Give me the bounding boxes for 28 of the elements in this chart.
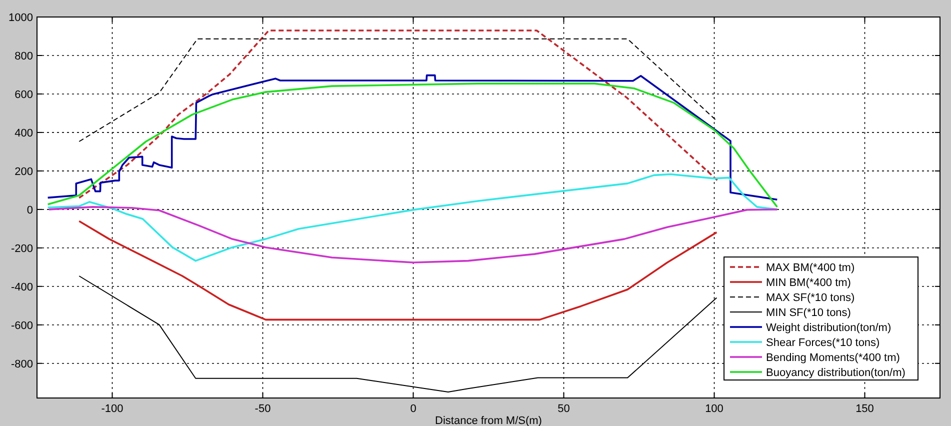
y-tick-label: 0 (26, 204, 33, 216)
y-tick-label: -800 (10, 358, 33, 370)
x-tick-label: 100 (705, 403, 724, 415)
line-series (48, 206, 778, 264)
legend-label: Weight distribution(ton/m) (766, 322, 892, 334)
line-series (78, 220, 718, 321)
y-tick-label: 1000 (8, 12, 33, 24)
y-tick-label: -600 (10, 320, 33, 332)
legend-label: MAX SF(*10 tons) (766, 292, 855, 304)
y-tick-label: -400 (10, 281, 33, 294)
y-tick-label: 400 (14, 127, 33, 140)
legend-label: Shear Forces(*10 tons) (766, 337, 880, 349)
legend-label: MIN BM(*400 tm) (766, 277, 851, 289)
x-axis-title: Distance from M/S(m) (435, 415, 542, 426)
y-tick-label: 200 (14, 166, 33, 178)
legend-label: Buoyancy distribution(ton/m) (766, 367, 906, 379)
x-tick-label: 150 (856, 403, 874, 415)
legend-label: Bending Moments(*400 tm) (766, 352, 900, 364)
x-tick-label: -50 (254, 403, 271, 415)
legend-label: MIN SF(*10 tons) (766, 307, 851, 319)
y-tick-label: -200 (10, 242, 33, 255)
x-tick-label: 0 (410, 403, 416, 415)
x-tick-label: -100 (101, 403, 124, 415)
legend-label: MAX BM(*400 tm) (766, 262, 855, 274)
y-tick-label: 600 (14, 88, 33, 101)
x-tick-label: 50 (558, 403, 570, 415)
line-series (78, 30, 718, 199)
y-tick-label: 800 (14, 50, 33, 62)
